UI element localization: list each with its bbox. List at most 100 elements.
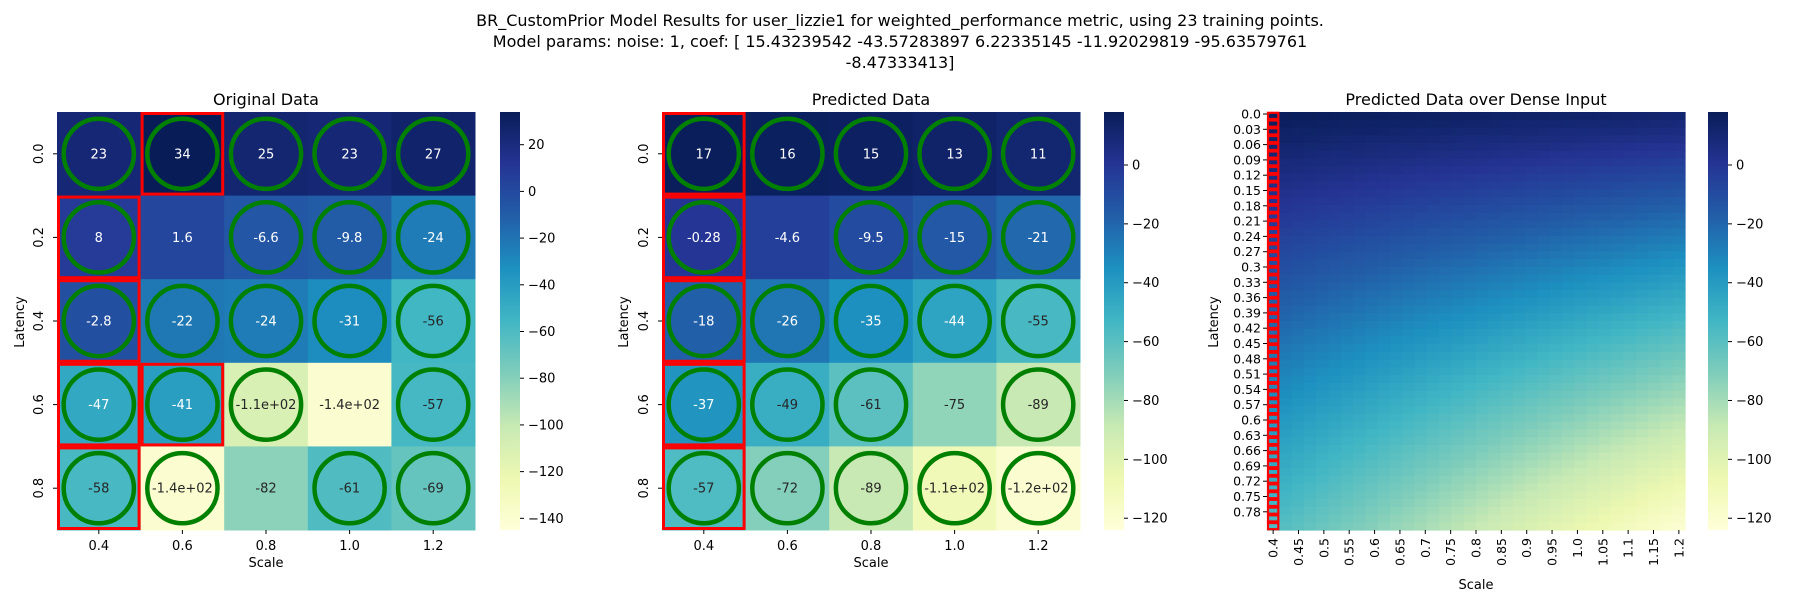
cell-marks: 17 16 15 13 11-0.28 -4.6 -9.5 -15 -21-18 -26 -35 -4… [662, 112, 1076, 530]
heatmap-cell [1279, 359, 1293, 369]
heatmap-cell [1291, 375, 1305, 384]
heatmap-cell [1488, 274, 1502, 283]
heatmap-cell [1537, 444, 1551, 454]
heatmap-cell [1512, 444, 1526, 454]
training-point-circle [145, 283, 220, 359]
heatmap-cell [1488, 413, 1502, 423]
y-axis-label: Latency [1207, 296, 1222, 348]
heatmap-cell [1340, 413, 1354, 423]
training-point-circle [666, 283, 742, 359]
heatmap-cell [1476, 251, 1489, 260]
heatmap-cell [1476, 468, 1489, 477]
heatmap-cell [1672, 142, 1686, 152]
heatmap-cell [1635, 344, 1649, 353]
heatmap-cell [1414, 321, 1428, 330]
heatmap-cell [1476, 181, 1489, 191]
heatmap-cell [1365, 112, 1379, 121]
heatmap-cell [1267, 367, 1280, 376]
colorbar-tick-label: −120 [528, 465, 564, 480]
heatmap-cell [1660, 522, 1674, 531]
heatmap-cell [1525, 522, 1539, 531]
highlight-box [140, 112, 225, 196]
heatmap-cell [1586, 398, 1600, 407]
heatmap-cell [1611, 142, 1625, 152]
heatmap-cell [1291, 437, 1305, 446]
heatmap-cell [1635, 328, 1649, 338]
heatmap-cell [1291, 390, 1305, 400]
heatmap-cell [1316, 336, 1330, 345]
heatmap-cell [1463, 135, 1477, 144]
heatmap-cell [1549, 359, 1563, 369]
heatmap-cell [1635, 444, 1649, 454]
heatmap-cell [1267, 266, 1280, 276]
heatmap-cell [1648, 112, 1662, 121]
heatmap-cell [1439, 452, 1453, 461]
cell-value-label: 25 [258, 147, 275, 162]
heatmap-cell [1303, 328, 1317, 338]
heatmap-cell [1660, 491, 1674, 500]
heatmap-cell [1414, 413, 1428, 423]
heatmap-cell [1353, 259, 1366, 268]
heatmap-cell [1586, 375, 1600, 384]
heatmap-cell [1488, 351, 1502, 361]
heatmap-cell [1377, 406, 1391, 415]
cell-value-label: 13 [946, 147, 963, 162]
heatmap-cell [1316, 181, 1330, 191]
heatmap-cell [1340, 204, 1354, 214]
y-tick-label: 0.75 [1233, 489, 1261, 504]
heatmap-cell [1365, 189, 1379, 198]
heatmap-cell [1316, 506, 1330, 516]
heatmap-cell [1402, 321, 1416, 330]
heatmap-cell [1672, 290, 1686, 299]
heatmap-cell [1488, 429, 1502, 438]
heatmap-cell [1476, 158, 1489, 167]
heatmap-cell [1648, 375, 1662, 384]
heatmap-cell [1316, 382, 1330, 392]
heatmap-cell [1389, 382, 1403, 392]
cell-value-label: -35 [860, 315, 881, 330]
heatmap-cell [1537, 468, 1551, 477]
heatmap-cell [1279, 282, 1293, 291]
heatmap-cell [1635, 321, 1649, 330]
heatmap-cell [1291, 475, 1305, 485]
heatmap-cell [1267, 235, 1280, 245]
heatmap-cell [1439, 421, 1453, 430]
heatmap-cell [1672, 220, 1686, 229]
heatmap-cell [1414, 499, 1428, 508]
heatmap-cell [1316, 390, 1330, 400]
heatmap-cell [1549, 220, 1563, 229]
heatmap-cell [1328, 390, 1342, 400]
heatmap-cell [1660, 112, 1674, 121]
heatmap-cell [1476, 452, 1489, 461]
heatmap-cell [1279, 328, 1293, 338]
heatmap-cell [1672, 413, 1686, 423]
heatmap-cell [1635, 282, 1649, 291]
heatmap-cell [1611, 483, 1625, 492]
heatmap-cell [1512, 351, 1526, 361]
x-tick-label: 0.55 [1342, 538, 1357, 566]
cell-value-label: 17 [696, 147, 713, 162]
heatmap-cell [1303, 189, 1317, 198]
heatmap-cell [1439, 437, 1453, 446]
cell-value-label: -1.4e+02 [319, 398, 380, 413]
cell-value-label: 1.6 [172, 231, 193, 246]
heatmap-cell [1574, 297, 1588, 307]
heatmap-cell [1439, 406, 1453, 415]
heatmap-cell [1476, 321, 1489, 330]
heatmap-cell [1414, 173, 1428, 183]
heatmap-cell [1476, 328, 1489, 338]
heatmap-cell [1389, 313, 1403, 322]
heatmap-cell [1377, 367, 1391, 376]
heatmap-cell [1414, 491, 1428, 500]
heatmap-cell [1648, 406, 1662, 415]
heatmap-cell [1353, 321, 1366, 330]
heatmap-cell [1365, 398, 1379, 407]
heatmap-cell [1303, 460, 1317, 469]
heatmap-cell [1537, 220, 1551, 229]
training-point-circle [666, 200, 742, 275]
heatmap-cell [1512, 290, 1526, 299]
heatmap-cell [1267, 444, 1280, 454]
highlight-box [1266, 452, 1280, 461]
heatmap-cell [1672, 135, 1686, 144]
training-point-circle [917, 200, 992, 275]
